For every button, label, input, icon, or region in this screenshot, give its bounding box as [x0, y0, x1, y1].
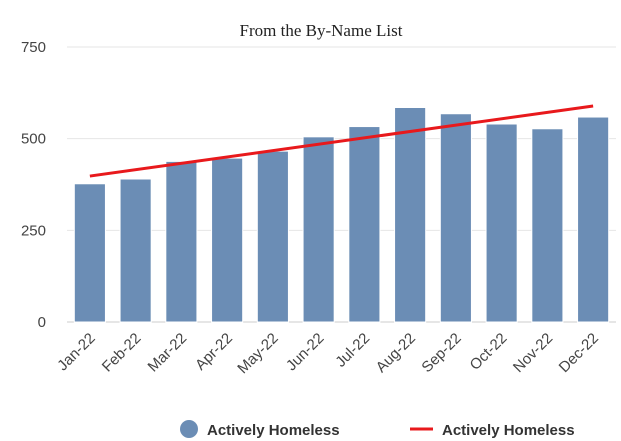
y-tick-label: 500: [21, 131, 46, 148]
legend-bar-marker: [180, 420, 198, 438]
legend: Actively Homeless Actively Homeless: [180, 420, 575, 439]
bar: [394, 107, 427, 323]
legend-trend-label: Actively Homeless: [442, 422, 575, 439]
bar: [119, 178, 152, 323]
x-tick-label: May-22: [234, 330, 281, 377]
legend-bar-label: Actively Homeless: [207, 422, 340, 439]
trend-line: [89, 104, 594, 178]
x-tick-label: Mar-22: [145, 330, 191, 376]
x-tick-label: Nov-22: [510, 330, 556, 376]
grid: [67, 46, 616, 323]
y-tick-label: 0: [38, 314, 46, 331]
bar: [73, 183, 106, 323]
bar: [531, 128, 564, 323]
chart-title: From the By-Name List: [240, 21, 403, 40]
x-tick-label: Jul-22: [332, 330, 373, 371]
bar: [211, 157, 244, 323]
bar: [256, 150, 289, 323]
x-tick-label: Aug-22: [373, 330, 419, 376]
trend-series: [89, 104, 594, 178]
y-axis: 0 250 500 750: [21, 39, 46, 331]
bar: [302, 136, 335, 323]
y-tick-label: 750: [21, 39, 46, 56]
y-tick-label: 250: [21, 222, 46, 239]
x-tick-label: Jun-22: [283, 330, 327, 374]
x-tick-label: Apr-22: [192, 330, 236, 374]
x-tick-label: Jan-22: [54, 330, 98, 374]
bar: [577, 116, 610, 323]
x-tick-label: Oct-22: [467, 330, 511, 374]
bar: [348, 126, 381, 323]
x-tick-label: Dec-22: [556, 330, 602, 376]
bar: [485, 123, 518, 323]
bar: [439, 113, 472, 323]
x-tick-label: Sep-22: [418, 330, 464, 376]
bar-series: [73, 107, 610, 323]
bar: [165, 160, 198, 323]
x-tick-label: Feb-22: [99, 330, 145, 376]
